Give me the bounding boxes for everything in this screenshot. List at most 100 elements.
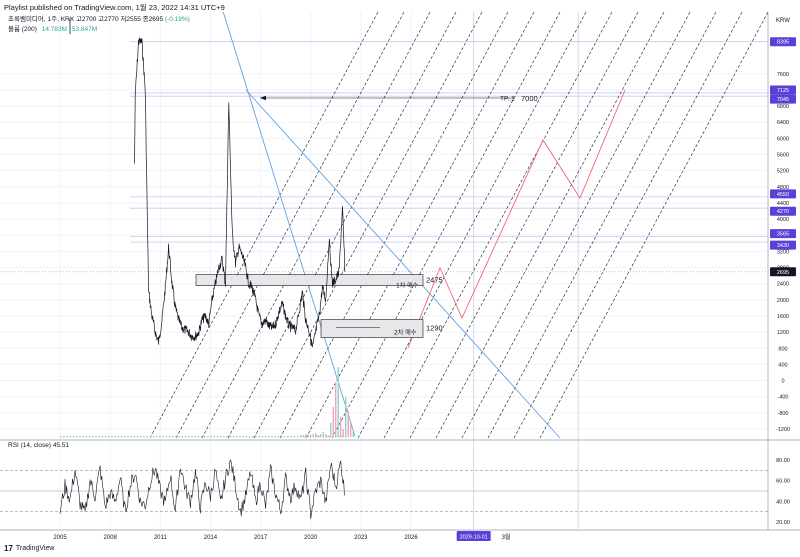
price-tick-label: 800 [778, 346, 787, 352]
volume-bar [319, 436, 321, 438]
price-badge-bg [770, 240, 796, 250]
price-line [134, 37, 346, 348]
volume-bar [114, 436, 116, 438]
currency-label: KRW [776, 18, 790, 24]
volume-bar [194, 436, 196, 438]
volume-bar [124, 436, 126, 438]
buy1-value: 2475 [426, 276, 443, 285]
rsi-series [0, 459, 768, 519]
symbol-legend[interactable]: 초록뱀미디어, 1주, KRX 고2700 고2770 저2555 종2695 … [8, 13, 190, 23]
volume-bar [347, 411, 349, 437]
time-tick-label: 2017 [254, 535, 268, 541]
volume-bar [352, 431, 354, 437]
price-tick-label: 3200 [777, 249, 789, 255]
volume-bar [306, 436, 308, 438]
time-axis[interactable]: 2005 2008 2011 2014 2017 2020 2023 2026 3월 2029-1… [53, 531, 510, 541]
buy2-value: 1290 [426, 323, 443, 332]
buy1-box [195, 274, 424, 286]
volume-bar [146, 436, 148, 438]
volume-bar [191, 436, 193, 438]
volume-bar [325, 436, 328, 438]
tp-arrow-head [260, 95, 266, 101]
volume-legend[interactable]: 볼륨 (200) 14.783M 53.847M [8, 23, 97, 33]
volume-bar [69, 436, 72, 438]
volume-bar [345, 397, 347, 437]
projection-path [407, 89, 626, 349]
buy2-box [320, 319, 424, 338]
price-tick-label: 2400 [777, 282, 789, 288]
footer-branding[interactable]: 17 TradingView [4, 544, 54, 553]
volume-bar [335, 382, 337, 437]
volume-bar [340, 417, 342, 437]
channel-line [409, 12, 639, 439]
date-badge-label: 2029-10-01 [460, 535, 488, 541]
volume-bar [312, 436, 315, 438]
volume-bar [341, 436, 344, 438]
trend-line-steep [222, 12, 356, 437]
price-badge-label: 2695 [777, 270, 789, 276]
volume-bar [342, 429, 344, 437]
volume-bar [72, 436, 75, 438]
volume-bar [287, 436, 289, 438]
volume-value: 14.783M [41, 26, 68, 33]
channel-line [175, 12, 405, 439]
channel-line [513, 12, 743, 439]
price-tick-label: 7600 [777, 72, 789, 78]
volume-bar [149, 436, 152, 438]
volume-bar [200, 436, 203, 438]
time-tick-label: 2026 [404, 535, 418, 541]
price-badge-label: 7125 [777, 88, 789, 94]
volume-bar [312, 434, 314, 437]
volume-bar [338, 436, 340, 438]
price-tick-label: -400 [777, 395, 788, 401]
price-tick-label: 6800 [777, 104, 789, 110]
volume-bar [95, 436, 97, 438]
volume-bar [111, 436, 113, 438]
price-tick-label: 0 [781, 379, 784, 385]
volume-bar [140, 436, 142, 438]
volume-bar [104, 436, 107, 438]
rsi-tick-label: 80.00 [776, 458, 790, 464]
volume-bar [271, 436, 273, 438]
volume-bar [66, 436, 68, 438]
price-badge-bg [770, 94, 796, 104]
volume-bar [332, 436, 334, 438]
price-tick-label: 1600 [777, 314, 789, 320]
channel-line [201, 12, 431, 439]
trend-line-descending [245, 89, 561, 439]
parallel-channel-lines [149, 12, 768, 439]
volume-bar [328, 436, 331, 438]
volume-bar [277, 436, 280, 438]
volume-bar [85, 436, 88, 438]
volume-bar [242, 436, 244, 438]
rsi-tick-label: 60.00 [776, 479, 790, 485]
volume-bar [305, 434, 307, 437]
volume-bar [229, 436, 232, 438]
volume-bar [60, 436, 62, 438]
price-badge-label: 8395 [777, 40, 789, 46]
volume-bar [317, 435, 319, 437]
price-tick-label: 4000 [777, 217, 789, 223]
date-badge-bg [456, 531, 491, 541]
volume-bar [156, 436, 158, 438]
volume-bar [226, 436, 228, 438]
volume-bar [261, 436, 264, 438]
volume-bar [330, 423, 332, 437]
volume-bar [252, 436, 254, 438]
volume-bar [274, 436, 276, 438]
rsi-legend[interactable]: RSI (14, close) 45.51 [8, 442, 69, 449]
price-tick-label: -1200 [776, 427, 790, 433]
time-tick-label: 2023 [354, 535, 368, 541]
volume-bar [220, 436, 222, 438]
price-tick-label: 5600 [777, 153, 789, 159]
volume-bar [213, 436, 216, 438]
channel-line [539, 12, 768, 439]
volume-bar [79, 436, 81, 438]
annotations-layer: TP..1 7000 1차 매수 2475 2차 매수 1290 [394, 94, 538, 336]
volume-bar [197, 436, 200, 438]
volume-bar [223, 436, 225, 438]
volume-bar [332, 407, 334, 437]
channel-line [357, 12, 587, 439]
trend-lines [195, 12, 626, 439]
